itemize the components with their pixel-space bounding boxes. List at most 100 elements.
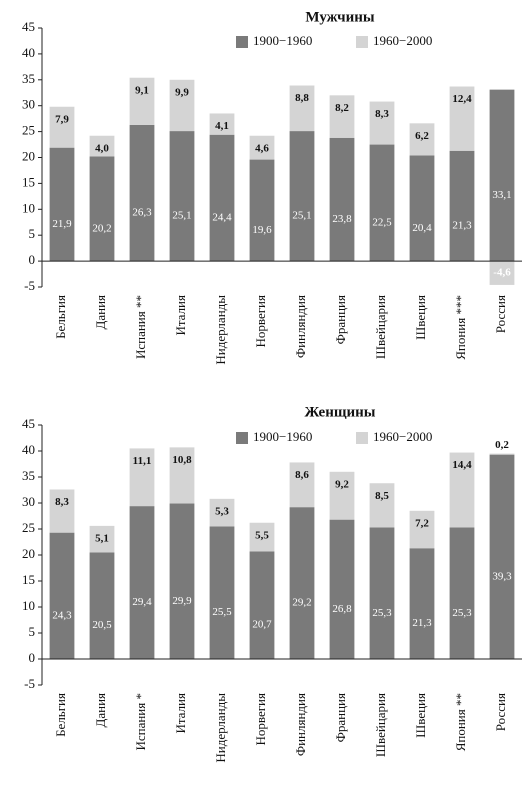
bar-segment <box>369 144 395 262</box>
bar-segment <box>129 124 155 262</box>
bar-segment <box>449 150 475 262</box>
x-tick-label: Финляндия <box>293 693 308 756</box>
y-tick-label: 5 <box>29 226 36 241</box>
x-tick-label: Норвегия <box>253 295 268 348</box>
legend-label: 1900−1960 <box>253 429 312 444</box>
x-tick-label: Бельгия <box>53 295 68 339</box>
y-tick-label: 40 <box>22 442 35 457</box>
bar-segment <box>449 86 475 151</box>
value-label: 9,2 <box>335 478 349 490</box>
y-tick-label: 40 <box>22 45 35 60</box>
x-tick-label: Швейцария <box>373 295 388 359</box>
value-label: 21,3 <box>412 617 432 629</box>
value-label: 25,1 <box>292 210 311 222</box>
value-label: 4,6 <box>255 142 269 154</box>
bar-segment <box>329 95 355 138</box>
value-label: 0,2 <box>495 439 509 451</box>
x-tick-label: Россия <box>493 693 508 731</box>
bar-segment <box>89 135 115 157</box>
bar-segment <box>49 489 75 533</box>
value-label: 8,3 <box>375 108 389 120</box>
value-label: 21,3 <box>452 219 472 231</box>
value-label: 9,9 <box>175 86 189 98</box>
value-label: 26,8 <box>332 603 352 615</box>
y-tick-label: 10 <box>22 598 35 613</box>
value-label: 8,3 <box>55 496 69 508</box>
x-tick-label: Нидерланды <box>213 295 228 365</box>
y-tick-label: 0 <box>29 252 36 267</box>
y-tick-label: 30 <box>22 494 35 509</box>
bar-segment <box>329 519 355 659</box>
bar-segment <box>489 454 515 659</box>
y-tick-label: 10 <box>22 200 35 215</box>
bar-segment <box>289 131 315 262</box>
legend-swatch <box>356 36 368 48</box>
value-label: 25,5 <box>212 606 232 618</box>
value-label: 10,8 <box>172 454 192 466</box>
value-label: 8,5 <box>375 490 389 502</box>
y-tick-label: 0 <box>29 650 36 665</box>
value-label: 25,3 <box>372 607 392 619</box>
bar-segment <box>249 522 275 552</box>
legend-swatch <box>356 432 368 444</box>
x-tick-label: Франция <box>333 693 348 742</box>
bar-segment <box>209 498 235 527</box>
bar-segment <box>409 510 435 549</box>
bar-segment <box>289 462 315 508</box>
bar-segment <box>49 147 75 262</box>
x-tick-label: Швейцария <box>373 693 388 757</box>
value-label: 20,7 <box>252 619 272 631</box>
value-label: 14,4 <box>452 459 472 471</box>
bar-segment <box>409 123 435 156</box>
bar-segment <box>369 483 395 528</box>
value-label: 5,1 <box>95 532 109 544</box>
x-tick-label: Швеция <box>413 693 428 738</box>
bar-segment <box>249 135 275 160</box>
value-label: 19,6 <box>252 224 272 236</box>
value-label: 4,1 <box>215 120 229 132</box>
bar-segment <box>329 137 355 262</box>
value-label: 24,3 <box>52 609 72 621</box>
bar-segment <box>249 551 275 659</box>
legend-label: 1960−2000 <box>373 429 432 444</box>
bar-segment <box>289 507 315 659</box>
value-label: 6,2 <box>415 130 429 142</box>
x-tick-label: Япония ** <box>453 693 468 751</box>
value-label: 7,2 <box>415 517 429 529</box>
y-tick-label: 15 <box>22 572 35 587</box>
bar-segment <box>449 527 475 659</box>
value-label: 39,3 <box>492 570 512 582</box>
x-tick-label: Финляндия <box>293 295 308 358</box>
value-label: 29,9 <box>172 595 192 607</box>
value-label: 11,1 <box>133 455 152 467</box>
value-label: 26,3 <box>132 207 152 219</box>
bar-segment <box>169 131 195 262</box>
bar-segment <box>89 156 115 262</box>
value-label: 8,8 <box>295 92 309 104</box>
bar-segment <box>89 525 115 553</box>
value-label: 5,3 <box>215 505 229 517</box>
value-label: 29,4 <box>132 596 152 608</box>
legend-label: 1960−2000 <box>373 33 432 48</box>
y-tick-label: 45 <box>22 19 35 34</box>
x-tick-label: Испания * <box>133 693 148 751</box>
value-label: 20,5 <box>92 619 112 631</box>
value-label: 21,9 <box>52 218 72 230</box>
bar-segment <box>329 471 355 520</box>
bar-segment <box>49 106 75 148</box>
value-label: 9,1 <box>135 84 149 96</box>
bar-segment <box>489 453 515 455</box>
value-label: 22,5 <box>372 216 392 228</box>
y-tick-label: 30 <box>22 97 35 112</box>
y-tick-label: 20 <box>22 546 35 561</box>
y-tick-label: 20 <box>22 148 35 163</box>
legend-swatch <box>236 36 248 48</box>
value-label: -4,6 <box>493 267 511 279</box>
x-tick-label: Италия <box>173 693 188 734</box>
value-label: 25,1 <box>172 210 191 222</box>
y-tick-label: 5 <box>29 624 36 639</box>
value-label: 20,2 <box>92 222 111 234</box>
value-label: 4,0 <box>95 142 109 154</box>
x-tick-label: Япония *** <box>453 295 468 360</box>
